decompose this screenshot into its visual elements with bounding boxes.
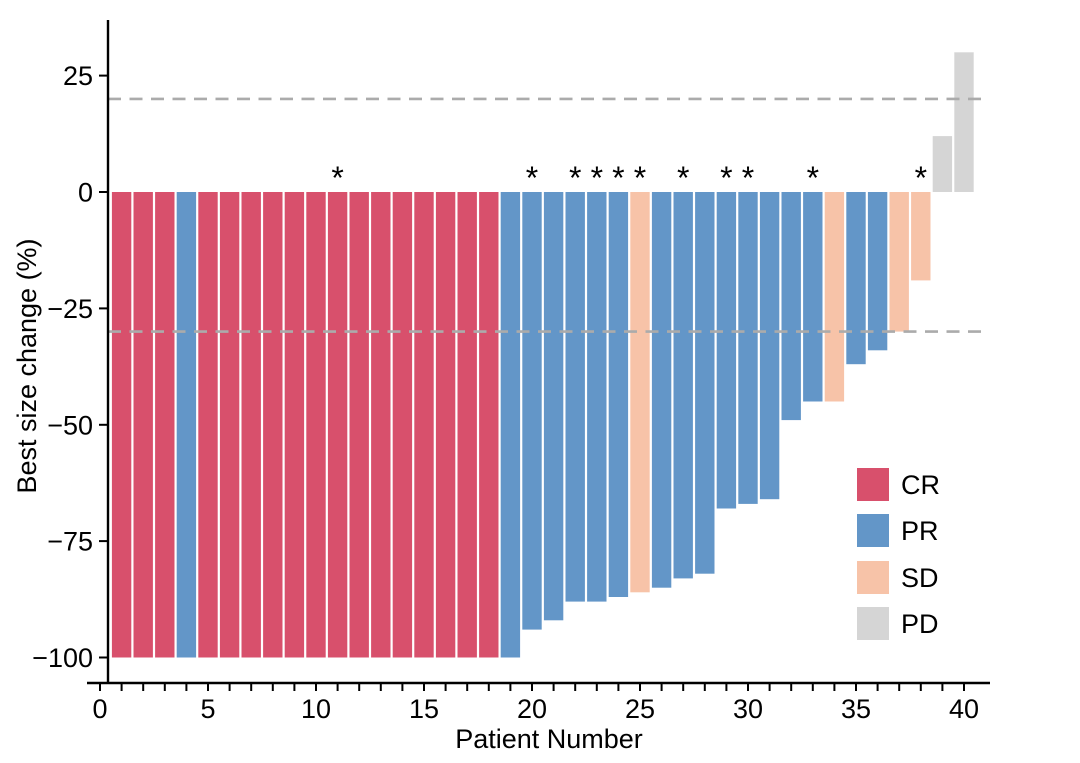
bar-patient-32	[781, 192, 801, 421]
bar-patient-9	[284, 192, 305, 658]
bar-patient-1	[111, 192, 132, 658]
bar-patient-18	[479, 192, 499, 658]
asterisk-markers-layer: * * * * * * * * * * *	[331, 160, 927, 196]
asterisk-marker-patient-30: *	[742, 160, 754, 196]
bar-patient-23	[587, 192, 607, 602]
y-tick-label--75: −75	[47, 527, 93, 557]
legend-item-pd: PD	[857, 607, 939, 640]
bar-patient-26	[651, 192, 672, 588]
asterisk-marker-patient-23: *	[591, 160, 603, 196]
bar-patient-21	[543, 192, 564, 621]
bar-patient-27	[673, 192, 693, 579]
y-tick-label--100: −100	[32, 643, 93, 673]
bar-patient-11	[327, 192, 348, 658]
x-axis-title: Patient Number	[455, 724, 643, 754]
threshold-lines-layer	[108, 97, 986, 333]
bar-patient-4	[176, 192, 197, 658]
bar-patient-30	[738, 192, 758, 504]
x-tick-label-35: 35	[841, 694, 871, 724]
bar-patient-19	[500, 192, 521, 658]
x-tick-label-15: 15	[409, 694, 439, 724]
bar-patient-8	[263, 192, 283, 658]
asterisk-marker-patient-29: *	[720, 160, 732, 196]
bar-patient-37	[889, 192, 909, 332]
bar-patient-14	[392, 192, 413, 658]
asterisk-marker-patient-11: *	[331, 160, 343, 196]
asterisk-marker-patient-27: *	[677, 160, 689, 196]
legend-item-pr: PR	[857, 514, 939, 547]
x-tick-label-5: 5	[200, 694, 215, 724]
x-tick-label-30: 30	[733, 694, 763, 724]
legend-item-cr: CR	[857, 468, 940, 501]
bar-patient-7	[241, 192, 261, 658]
legend-swatch-pr	[857, 514, 889, 547]
legend-swatch-pd	[857, 607, 889, 640]
x-tick-label-0: 0	[92, 694, 107, 724]
bar-patient-13	[371, 192, 391, 658]
axes-layer: 0 5 10 15 20 25 30 35 40 25 0 −25 −50 −75 −100	[32, 20, 990, 724]
y-tick-label--25: −25	[47, 294, 93, 324]
bar-patient-24	[608, 192, 629, 597]
bar-patient-29	[716, 192, 737, 509]
legend-swatch-sd	[857, 561, 889, 594]
legend: CR PR SD PD	[857, 468, 940, 640]
asterisk-marker-patient-25: *	[634, 160, 646, 196]
bar-patient-12	[349, 192, 369, 658]
legend-item-sd: SD	[857, 561, 939, 594]
legend-label-sd: SD	[901, 563, 939, 593]
y-tick-label-25: 25	[63, 61, 93, 91]
asterisk-marker-patient-24: *	[612, 160, 624, 196]
x-tick-label-20: 20	[517, 694, 547, 724]
asterisk-marker-patient-38: *	[915, 160, 927, 196]
bar-patient-15	[414, 192, 434, 658]
asterisk-marker-patient-20: *	[526, 160, 538, 196]
legend-label-cr: CR	[901, 470, 940, 500]
bar-patient-31	[759, 192, 780, 500]
x-tick-label-40: 40	[949, 694, 979, 724]
bar-patient-10	[306, 192, 326, 658]
bar-patient-36	[867, 192, 888, 351]
y-axis-title: Best size change (%)	[12, 238, 42, 493]
bars-layer	[111, 52, 974, 658]
asterisk-marker-patient-22: *	[569, 160, 581, 196]
bar-patient-35	[846, 192, 866, 365]
bar-patient-6	[219, 192, 240, 658]
bar-patient-25	[630, 192, 650, 593]
asterisk-marker-patient-33: *	[807, 160, 819, 196]
legend-label-pd: PD	[901, 609, 939, 639]
bar-patient-3	[155, 192, 175, 658]
bar-patient-5	[198, 192, 218, 658]
bar-patient-40	[954, 52, 974, 192]
bar-patient-16	[435, 192, 456, 658]
y-tick-label-0: 0	[78, 178, 93, 208]
bar-patient-2	[133, 192, 153, 658]
bar-patient-33	[803, 192, 823, 402]
x-tick-label-10: 10	[301, 694, 331, 724]
legend-swatch-cr	[857, 468, 889, 501]
bar-patient-20	[522, 192, 542, 630]
bar-patient-38	[911, 192, 931, 281]
legend-label-pr: PR	[901, 516, 939, 546]
x-tick-label-25: 25	[625, 694, 655, 724]
bar-patient-17	[457, 192, 477, 658]
bar-patient-39	[932, 136, 953, 192]
bar-patient-22	[565, 192, 585, 602]
y-tick-label--50: −50	[47, 410, 93, 440]
bar-patient-34	[824, 192, 845, 402]
bar-patient-28	[695, 192, 715, 574]
